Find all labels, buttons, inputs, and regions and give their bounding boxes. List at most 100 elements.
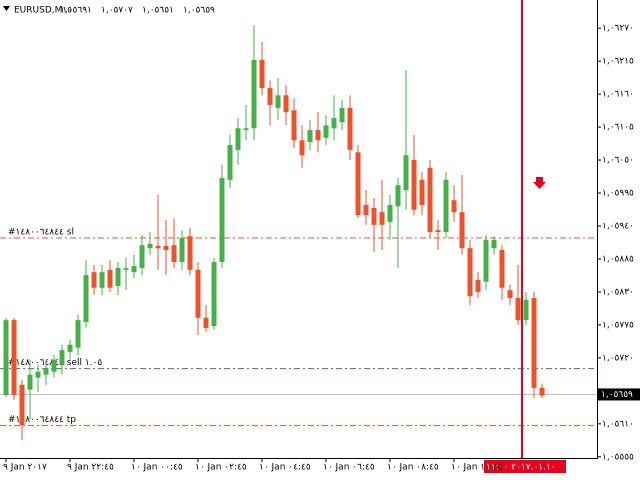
- sell-arrow: [533, 177, 546, 189]
- candle-body: [11, 320, 17, 396]
- candle-body: [131, 266, 137, 273]
- candle-body: [403, 155, 409, 191]
- candle-body: [355, 152, 361, 216]
- candle-body: [235, 128, 241, 150]
- quote-value: ١,٠٥٧٠٧: [101, 6, 133, 16]
- candle-body: [243, 128, 249, 131]
- candle-body: [155, 245, 161, 249]
- candle-body: [43, 368, 49, 375]
- quote-value: ١,٠٥٦٥٩: [183, 6, 215, 16]
- candle-body: [275, 95, 281, 108]
- candle-body: [323, 125, 329, 138]
- quote-value: ١,٠٥٦٥١: [142, 6, 174, 16]
- candle-body: [315, 130, 321, 141]
- candle-body: [347, 107, 353, 150]
- candle-body: [3, 320, 9, 396]
- candle-body: [443, 179, 449, 232]
- x-tick-label: ١٠ Jan ٠٢:٤٥: [195, 463, 247, 473]
- candle-body: [171, 245, 177, 262]
- candle-body: [459, 212, 465, 249]
- candle-body: [195, 269, 201, 318]
- x-tick-label: ١٠ Jan ١٠:٤٥: [451, 463, 503, 473]
- y-tick-label: ١,٠٥٨٨٥: [602, 254, 634, 264]
- last-price-box: [598, 388, 640, 401]
- candle-body: [123, 267, 129, 270]
- candle-body: [51, 359, 57, 372]
- x-tick-label: ٩ Jan ٢٢:٤٥: [67, 463, 114, 473]
- y-tick-label: ١,٠٥٩٤٠: [602, 222, 634, 232]
- y-tick-label: ١,٠٥٦١٠: [602, 419, 634, 429]
- menu-triangle: [3, 6, 10, 11]
- y-tick-label: ١,٠٥٨٣٠: [602, 287, 634, 297]
- candle-body: [339, 107, 345, 123]
- order-label: #١٤٨٠٠٦٤٨٤٤ sl: [8, 227, 74, 237]
- candle-body: [91, 272, 97, 288]
- candle-body: [451, 200, 457, 213]
- candle-body: [75, 320, 81, 348]
- symbol-title: EURUSD,M١٥: [14, 6, 72, 16]
- order-label: #١٤٨٠٠٦٤٨٤٤ tp: [8, 415, 76, 425]
- candle-body: [251, 59, 257, 129]
- y-tick-label: ١,٠٦١٦٠: [602, 90, 634, 100]
- candle-body: [307, 130, 313, 143]
- candle-body: [59, 350, 65, 366]
- candle-body: [467, 248, 473, 297]
- y-tick-label: ١,٠٥٩٩٥: [602, 189, 634, 199]
- candle-body: [419, 179, 425, 206]
- candle-body: [219, 178, 225, 262]
- candle-body: [115, 267, 121, 286]
- candle-body: [395, 185, 401, 207]
- y-tick-label: ١,٠٥٥٥٥: [602, 452, 634, 462]
- candle-body: [299, 140, 305, 156]
- candle-body: [267, 88, 273, 105]
- candle-body: [163, 245, 169, 250]
- candle-body: [27, 374, 33, 390]
- candle-body: [107, 269, 113, 288]
- quote-value: ١,٠٥٦٩١: [60, 6, 92, 16]
- x-tick-label: ١٠ Jan ٠٨:٤٥: [387, 463, 439, 473]
- candle-body: [259, 59, 265, 89]
- y-tick-label: ١,٠٦٢٧٠: [602, 24, 634, 34]
- y-tick-label: ١,٠٥٧٧٥: [602, 320, 634, 330]
- candle-body: [211, 261, 217, 327]
- last-price-label: ١,٠٥٦٥٩: [601, 390, 633, 400]
- candle-body: [387, 205, 393, 222]
- cursor-time-box: [484, 460, 566, 473]
- y-tick-label: ١,٠٦٠٥٠: [602, 156, 634, 166]
- candle-body: [411, 160, 417, 210]
- candle-body: [187, 236, 193, 270]
- candle-body: [475, 279, 481, 292]
- candle-body: [491, 239, 497, 249]
- x-tick-label: ١٠ Jan ٠٦:٤٥: [323, 463, 375, 473]
- candle-body: [427, 167, 433, 232]
- candle-body: [483, 239, 489, 282]
- y-tick-label: ١,٠٦٢١٥: [602, 57, 634, 67]
- candle-body: [539, 387, 545, 396]
- x-tick-label: ١٠ Jan ٠٤:٤٥: [259, 463, 311, 473]
- candle-body: [99, 272, 105, 288]
- x-tick-label: ١٠ Jan ٠٠:٤٥: [131, 463, 183, 473]
- candle-body: [331, 118, 337, 129]
- candle-body: [507, 290, 513, 298]
- y-tick-label: ١,٠٥٧٢٠: [602, 353, 634, 363]
- candle-body: [283, 95, 289, 113]
- cursor-time-label: ٢٠١٧.٠١.١٠ ١١:٠٠: [486, 463, 556, 473]
- candle-body: [83, 275, 89, 322]
- candle-body: [523, 299, 529, 321]
- candle-body: [371, 208, 377, 225]
- candle-body: [499, 249, 505, 288]
- candle-body: [147, 243, 153, 249]
- candle-body: [139, 245, 145, 268]
- candle-body: [179, 237, 185, 262]
- candle-body: [379, 212, 385, 225]
- candle-body: [515, 297, 521, 321]
- candle-body: [363, 205, 369, 216]
- candle-body: [35, 371, 41, 378]
- candle-body: [203, 317, 209, 328]
- candle-body: [435, 230, 441, 232]
- x-tick-label: ٩ Jan ٢٠١٧: [3, 463, 47, 473]
- candle-body: [227, 145, 233, 180]
- y-tick-label: ١,٠٦١٠٥: [602, 123, 634, 133]
